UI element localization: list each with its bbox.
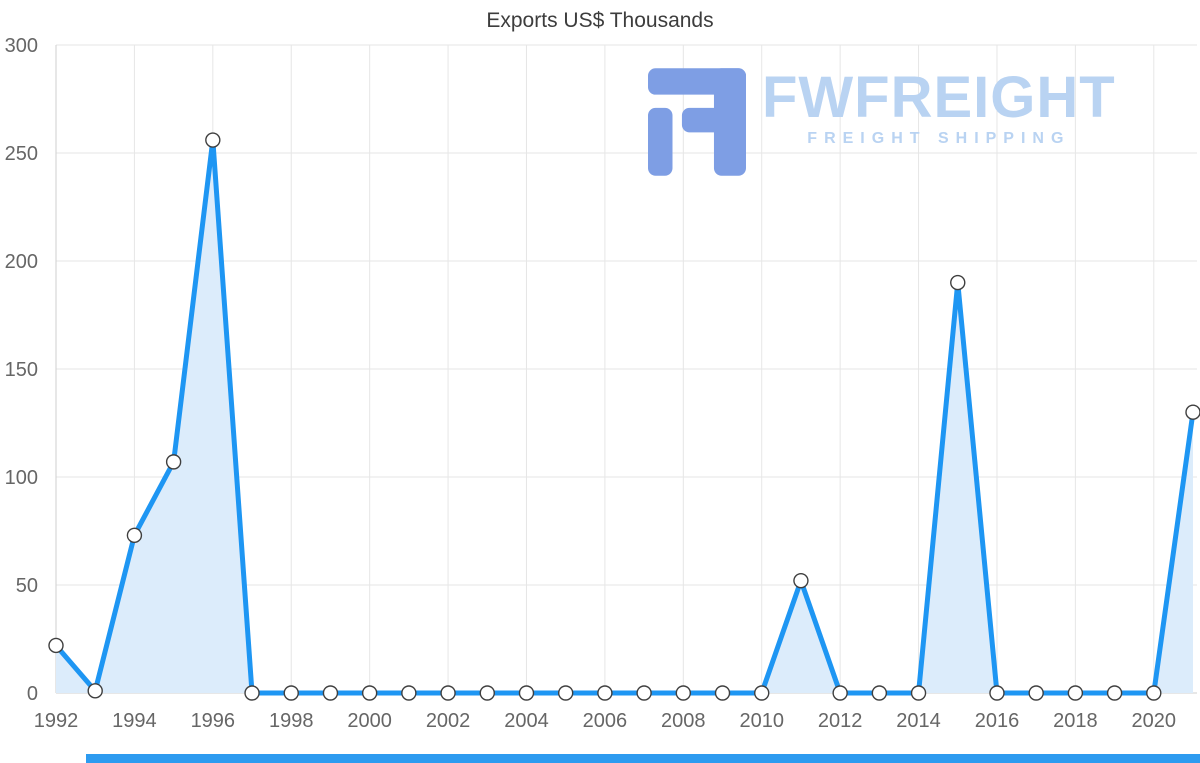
data-point[interactable] — [283, 685, 299, 701]
x-tick-label: 2020 — [1132, 710, 1177, 732]
data-point[interactable] — [165, 454, 182, 470]
x-tick-label: 1994 — [112, 710, 157, 732]
data-point[interactable] — [126, 527, 143, 544]
brand-tagline: FREIGHT SHIPPING — [807, 130, 1071, 148]
data-point[interactable] — [518, 685, 535, 701]
x-tick-label: 1998 — [269, 710, 314, 732]
brand-watermark: FWFREIGHT FREIGHT SHIPPING — [648, 68, 1116, 176]
y-tick-label: 150 — [5, 359, 38, 381]
x-tick-label: 2002 — [426, 710, 471, 732]
data-point[interactable] — [675, 685, 692, 701]
area-fill — [56, 140, 1193, 694]
x-tick-label: 2010 — [739, 710, 784, 732]
data-point[interactable] — [361, 685, 378, 701]
horizontal-scrollbar[interactable] — [86, 754, 1200, 763]
data-point[interactable] — [557, 685, 574, 701]
x-tick-label: 1996 — [191, 710, 236, 732]
data-point[interactable] — [636, 685, 652, 701]
brand-text-block: FWFREIGHT FREIGHT SHIPPING — [762, 68, 1116, 148]
data-point[interactable] — [597, 685, 613, 701]
data-point[interactable] — [871, 685, 888, 701]
data-point[interactable] — [479, 685, 495, 701]
data-point[interactable] — [440, 685, 456, 701]
data-point[interactable] — [832, 685, 848, 701]
data-point[interactable] — [48, 637, 64, 654]
x-tick-label: 2016 — [975, 710, 1020, 732]
y-tick-label: 250 — [5, 143, 38, 165]
data-point[interactable] — [244, 685, 260, 701]
x-tick-label: 2004 — [504, 710, 549, 732]
x-tick-label: 1992 — [34, 710, 79, 732]
chart-title: Exports US$ Thousands — [486, 9, 714, 32]
x-tick-label: 2018 — [1053, 710, 1098, 732]
y-tick-label: 0 — [27, 683, 38, 705]
brand-name: FWFREIGHT — [762, 65, 1116, 130]
y-tick-label: 100 — [5, 467, 38, 489]
x-tick-label: 2006 — [583, 710, 628, 732]
data-point[interactable] — [714, 685, 731, 701]
y-tick-label: 50 — [16, 575, 38, 597]
logo-shape — [648, 107, 673, 176]
data-point[interactable] — [1028, 685, 1044, 701]
data-point[interactable] — [1146, 685, 1162, 701]
data-point[interactable] — [205, 132, 221, 148]
data-point[interactable] — [401, 685, 417, 701]
data-point[interactable] — [950, 274, 966, 291]
data-point[interactable] — [322, 685, 339, 701]
y-tick-label: 300 — [5, 35, 38, 57]
data-point[interactable] — [910, 685, 927, 701]
data-point[interactable] — [1185, 404, 1200, 420]
y-tick-label: 200 — [5, 251, 38, 273]
x-tick-label: 2008 — [661, 710, 706, 732]
fwfreight-logo-icon — [648, 68, 746, 176]
data-point[interactable] — [754, 685, 770, 701]
data-point[interactable] — [989, 685, 1005, 701]
x-axis-labels: 1992 1994 1996 1998 2000 2002 2004 2006 2008 2010… — [34, 710, 1176, 732]
data-point[interactable] — [793, 572, 809, 589]
data-points — [48, 132, 1200, 701]
y-axis-labels: 0 50 100 150 200 250 300 — [5, 35, 38, 705]
x-tick-label: 2014 — [896, 710, 941, 732]
data-point[interactable] — [87, 683, 103, 699]
logo-shape — [681, 107, 746, 133]
data-point[interactable] — [1067, 685, 1084, 701]
data-point[interactable] — [1106, 685, 1123, 701]
x-tick-label: 2012 — [818, 710, 863, 732]
x-tick-label: 2000 — [347, 710, 392, 732]
